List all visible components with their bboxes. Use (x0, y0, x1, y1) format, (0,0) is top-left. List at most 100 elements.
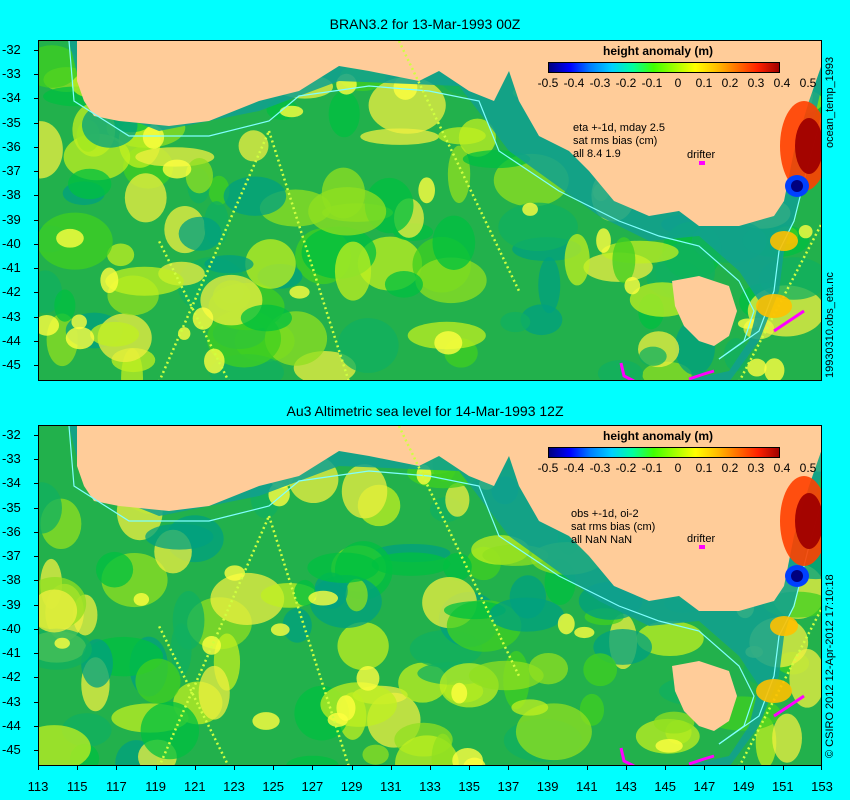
satellite-track (157, 240, 230, 380)
cold-eddy-core (791, 570, 803, 582)
colorbar-tick-label: 0.2 (721, 461, 739, 475)
y-tick-label: -32 (2, 427, 21, 442)
anomaly-patch (515, 703, 592, 761)
anomaly-patch (124, 173, 167, 223)
y-tick (34, 146, 39, 148)
anomaly-patch (95, 551, 134, 588)
anomaly-patch (39, 45, 80, 88)
y-tick-label: -40 (2, 235, 21, 251)
panel-2-colorbar (548, 447, 780, 458)
warm-patch (756, 679, 792, 703)
colorbar-tick-label: 0.5 (799, 461, 817, 475)
positive-anomaly-patch (451, 682, 468, 704)
positive-anomaly-patch (308, 590, 339, 606)
anomaly-patch (308, 187, 387, 236)
positive-anomaly-patch (737, 318, 758, 329)
anomaly-patch (612, 237, 636, 284)
colorbar-tick-label: -0.5 (537, 461, 559, 475)
x-tick-label: 137 (497, 779, 520, 794)
y-tick-label: -44 (2, 717, 21, 733)
x-tick-label: 151 (771, 779, 794, 794)
panel-1-legend-title: height anomaly (m) (603, 44, 714, 58)
panel-2-info: obs +-1d, oi-2 sat rms bias (cm) all NaN… (571, 508, 655, 547)
y-tick-label: -32 (2, 42, 21, 57)
y-tick (34, 435, 39, 436)
panel-2-title: Au3 Altimetric sea level for 14-Mar-1993… (286, 403, 564, 419)
anomaly-patch (538, 256, 561, 314)
panel-2-drifter-marker (699, 545, 705, 549)
x-tick-label: 153 (811, 779, 833, 794)
x-tick-label: 115 (66, 779, 88, 794)
x-tick-label: 135 (458, 779, 481, 794)
colorbar-tick-label: 0.3 (747, 461, 765, 475)
positive-anomaly-patch (142, 125, 165, 149)
anomaly-patch (282, 608, 312, 643)
anomaly-patch (498, 202, 578, 252)
positive-anomaly-patch (192, 307, 214, 330)
y-tick (34, 483, 39, 485)
panel-2-info-line: obs +-1d, oi-2 (571, 508, 639, 520)
anomaly-patch (286, 755, 339, 765)
anomaly-patch (653, 711, 695, 734)
satellite-track (267, 130, 350, 380)
x-tick-label: 113 (27, 779, 49, 794)
anomaly-patch (345, 578, 368, 612)
y-tick (34, 628, 39, 630)
tasmania (672, 276, 737, 346)
x-tick (469, 765, 471, 770)
anomaly-patch (245, 239, 296, 289)
x-tick (547, 765, 549, 770)
australia-mainland (77, 426, 821, 611)
y-tick (34, 340, 39, 342)
positive-anomaly-patch (270, 623, 290, 636)
y-tick (34, 50, 39, 51)
y-tick (34, 74, 39, 76)
y-tick (34, 459, 39, 461)
panel-1-side-top: ocean_temp_1993 (824, 56, 836, 148)
y-tick (34, 750, 39, 751)
positive-anomaly-patch (522, 202, 538, 216)
anomaly-patch (371, 552, 451, 576)
positive-anomaly-patch (764, 358, 785, 380)
anomaly-patch (755, 716, 777, 765)
y-tick-label: -44 (2, 332, 21, 348)
colorbar-tick-label: -0.4 (563, 461, 585, 475)
anomaly-patch (360, 128, 439, 145)
satellite-track (157, 625, 230, 765)
y-tick-label: -33 (2, 66, 21, 82)
anomaly-patch (39, 725, 91, 765)
x-tick (351, 765, 353, 770)
x-tick-label: 139 (536, 779, 559, 794)
anomaly-patch (39, 589, 78, 633)
anomaly-patch (223, 176, 287, 216)
x-tick-label: 119 (145, 779, 166, 794)
y-tick-label: -45 (2, 742, 21, 757)
x-tick (116, 765, 118, 770)
y-tick-label: -35 (2, 114, 21, 130)
anomaly-patch (362, 744, 389, 765)
anomaly-patch (772, 713, 802, 763)
drifter-track (773, 309, 805, 333)
anomaly-patch (54, 289, 76, 322)
anomaly-patch (135, 658, 181, 704)
panel-1-colorbar (548, 62, 780, 73)
y-tick (34, 122, 39, 124)
x-tick (390, 765, 392, 770)
positive-anomaly-patch (100, 267, 119, 294)
positive-anomaly-patch (624, 277, 641, 295)
anomaly-patch (639, 346, 667, 366)
y-tick (34, 316, 39, 318)
colorbar-tick-label: 0.4 (773, 76, 791, 90)
anomaly-patch (334, 241, 372, 301)
colorbar-tick-label: -0.4 (563, 76, 585, 90)
y-tick-label: -34 (2, 90, 21, 106)
panel-1-info-line: all 8.4 1.9 (573, 148, 621, 160)
drifter-track (619, 747, 635, 765)
tasmania (672, 661, 737, 731)
colorbar-tick-label: -0.5 (537, 76, 559, 90)
panel-2-info-line: all NaN NaN (571, 534, 633, 546)
y-tick-label: -39 (2, 211, 21, 227)
cold-eddy-core (791, 180, 803, 192)
x-tick-label: 147 (693, 779, 716, 794)
panel-2-drifter-label: drifter (687, 533, 716, 545)
